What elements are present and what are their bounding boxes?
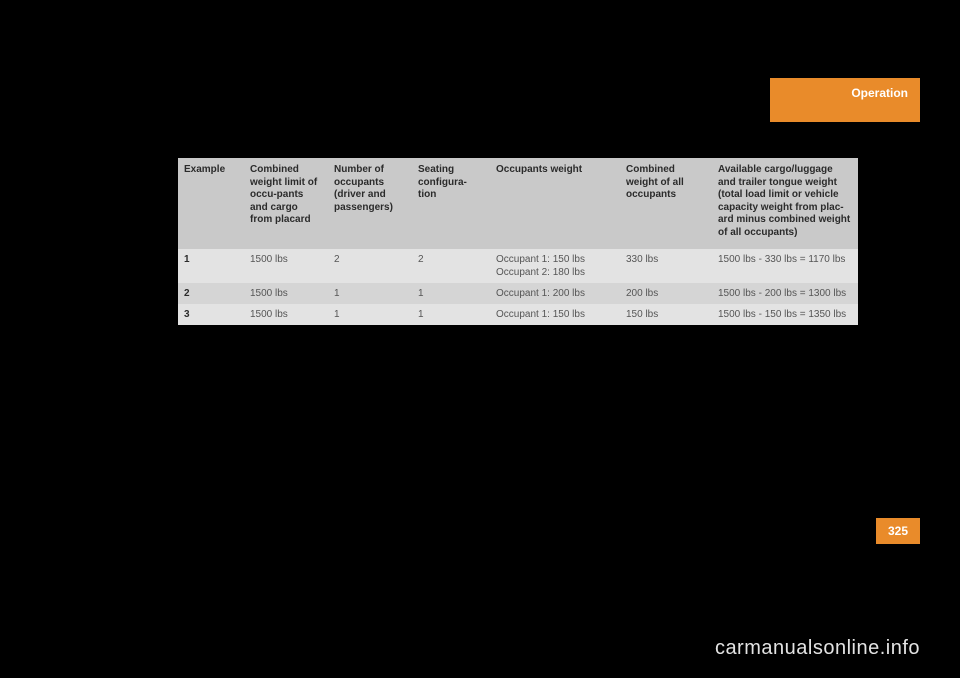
cell-num-occupants: 2: [328, 249, 412, 283]
table-header-row: Example Combined weight limit of occu-pa…: [178, 158, 858, 249]
cell-comb-occ-weight: 200 lbs: [620, 283, 712, 304]
cell-seating: 2: [412, 249, 490, 283]
th-available: Available cargo/luggage and trailer tong…: [712, 158, 858, 249]
cell-seating: 1: [412, 283, 490, 304]
th-seating: Seating configura-tion: [412, 158, 490, 249]
table-row: 3 1500 lbs 1 1 Occupant 1: 150 lbs 150 l…: [178, 304, 858, 325]
watermark-text: carmanualsonline.info: [715, 637, 920, 660]
occ-weight-line: Occupant 1: 150 lbs: [496, 253, 614, 266]
cell-occ-weight: Occupant 1: 150 lbs Occupant 2: 180 lbs: [490, 249, 620, 283]
cell-num-occupants: 1: [328, 283, 412, 304]
cell-available: 1500 lbs - 150 lbs = 1350 lbs: [712, 304, 858, 325]
cell-combined-limit: 1500 lbs: [244, 304, 328, 325]
cell-example: 2: [178, 283, 244, 304]
occ-weight-line: Occupant 2: 180 lbs: [496, 266, 614, 279]
load-limit-table: Example Combined weight limit of occu-pa…: [178, 158, 858, 325]
cell-seating: 1: [412, 304, 490, 325]
cell-available: 1500 lbs - 200 lbs = 1300 lbs: [712, 283, 858, 304]
cell-occ-weight: Occupant 1: 200 lbs: [490, 283, 620, 304]
occ-weight-line: Occupant 1: 200 lbs: [496, 287, 614, 300]
cell-example: 3: [178, 304, 244, 325]
section-tab: Operation: [770, 78, 920, 122]
cell-comb-occ-weight: 150 lbs: [620, 304, 712, 325]
table-row: 2 1500 lbs 1 1 Occupant 1: 200 lbs 200 l…: [178, 283, 858, 304]
th-combined-limit: Combined weight limit of occu-pants and …: [244, 158, 328, 249]
th-comb-occ-weight: Combined weight of all occupants: [620, 158, 712, 249]
section-title: Operation: [851, 86, 908, 100]
th-occ-weight: Occupants weight: [490, 158, 620, 249]
th-num-occupants: Number of occupants (driver and passenge…: [328, 158, 412, 249]
manual-page: Operation Example Combined weight limit …: [0, 0, 960, 678]
cell-num-occupants: 1: [328, 304, 412, 325]
th-example: Example: [178, 158, 244, 249]
table-row: 1 1500 lbs 2 2 Occupant 1: 150 lbs Occup…: [178, 249, 858, 283]
cell-example: 1: [178, 249, 244, 283]
cell-combined-limit: 1500 lbs: [244, 249, 328, 283]
page-number-tab: 325: [876, 518, 920, 544]
page-number: 325: [888, 524, 908, 538]
cell-occ-weight: Occupant 1: 150 lbs: [490, 304, 620, 325]
occ-weight-line: Occupant 1: 150 lbs: [496, 308, 614, 321]
cell-combined-limit: 1500 lbs: [244, 283, 328, 304]
cell-comb-occ-weight: 330 lbs: [620, 249, 712, 283]
cell-available: 1500 lbs - 330 lbs = 1170 lbs: [712, 249, 858, 283]
table: Example Combined weight limit of occu-pa…: [178, 158, 858, 325]
